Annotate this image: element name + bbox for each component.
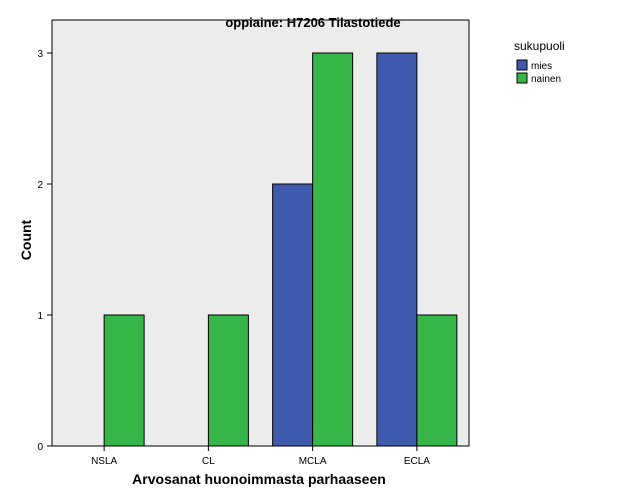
legend-label-nainen: nainen — [531, 74, 561, 85]
y-axis-title: Count — [18, 219, 34, 260]
bar-mies-ECLA — [376, 52, 418, 447]
bars-group — [103, 52, 458, 447]
y-tick-label-2: 2 — [37, 180, 43, 191]
x-tick-label-ECLA: ECLA — [404, 456, 430, 467]
bar-nainen-CL — [207, 314, 249, 447]
y-tick-label-1: 1 — [37, 311, 43, 322]
legend: sukupuoli mies nainen — [514, 39, 565, 85]
legend-swatch-mies — [516, 59, 528, 71]
x-tick-label-MCLA: MCLA — [299, 456, 327, 467]
y-tick-label-0: 0 — [37, 442, 43, 453]
chart-title: oppiaine: H7206 Tilastotiede — [225, 15, 400, 30]
legend-title: sukupuoli — [514, 39, 565, 53]
bar-mies-MCLA — [272, 183, 314, 447]
y-tick-label-3: 3 — [37, 49, 43, 60]
bar-nainen-ECLA — [416, 314, 458, 447]
x-axis-title: Arvosanat huonoimmasta parhaaseen — [132, 471, 386, 487]
bar-nainen-MCLA — [312, 52, 354, 447]
legend-label-mies: mies — [531, 61, 552, 72]
x-tick-label-NSLA: NSLA — [91, 456, 117, 467]
x-tick-label-CL: CL — [202, 456, 215, 467]
bar-nainen-NSLA — [103, 314, 145, 447]
y-axis: 0 1 2 3 — [37, 49, 52, 453]
legend-swatch-nainen — [516, 72, 528, 84]
x-axis: NSLA CL MCLA ECLA — [91, 446, 430, 467]
